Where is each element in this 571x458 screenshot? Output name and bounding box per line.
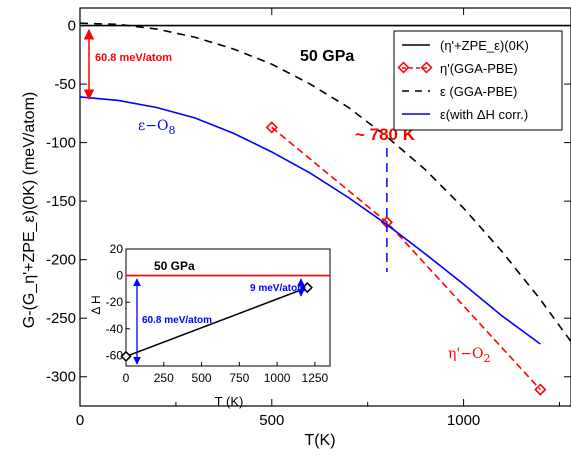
main-series-line-1 xyxy=(271,126,541,391)
main-series-line-3 xyxy=(79,96,541,345)
inset-title: 50 GPa xyxy=(154,259,195,273)
legend: (η'+ZPE_ε)(0K) η'(GGA-PBE) ε (GGA-PBE) ε… xyxy=(393,30,563,131)
inset-chart: 0 250 500 750 1000 1250 20 0 -20 -40 -60 50 GPa 60… xyxy=(89,242,331,409)
main-chart-title: 50 GPa xyxy=(300,48,354,65)
main-y-axis-label: G-(G_η'+ZPE_ε)(0K) (meV/atom) xyxy=(21,92,38,328)
legend-label-0: (η'+ZPE_ε)(0K) xyxy=(440,38,529,53)
inset-y-tick-label: 0 xyxy=(116,269,123,283)
main-y-tick-label: -50 xyxy=(54,76,76,93)
legend-label-1: η'(GGA-PBE) xyxy=(440,61,518,76)
inset-series-point xyxy=(120,350,132,363)
inset-right-label: 9 meV/atom xyxy=(250,283,306,294)
legend-label-3: ε(with ΔH corr.) xyxy=(440,107,528,122)
main-plot-frame xyxy=(79,7,571,407)
main-x-tick-label: 1000 xyxy=(447,412,480,429)
main-y-tick-label: -150 xyxy=(46,193,76,210)
main-y-tick-label: -250 xyxy=(46,310,76,327)
legend-label-2: ε (GGA-PBE) xyxy=(440,84,517,99)
inset-ticks: 0 250 500 750 1000 1250 20 0 -20 -40 -60 xyxy=(106,242,329,385)
legend-marker-1a xyxy=(397,61,410,74)
inset-y-tick-label: -60 xyxy=(106,348,124,362)
inset-y-tick-label: -20 xyxy=(106,295,124,309)
gap-label: 60.8 meV/atom xyxy=(95,52,172,64)
inset-series-line-1 xyxy=(125,286,308,358)
inset-x-axis-label: T (K) xyxy=(215,394,244,409)
main-x-tick-label: 0 xyxy=(76,412,84,429)
main-series-point xyxy=(534,383,547,396)
inset-x-tick-label: 500 xyxy=(192,371,212,385)
main-x-axis-label: T(K) xyxy=(304,432,335,449)
main-y-tick-label: -300 xyxy=(46,369,76,386)
inset-x-tick-label: 1000 xyxy=(264,371,291,385)
inset-x-tick-label: 0 xyxy=(123,371,130,385)
inset-y-tick-label: -40 xyxy=(106,322,124,336)
inset-y-tick-label: 20 xyxy=(110,242,124,256)
main-y-tick-label: -200 xyxy=(46,252,76,269)
eta-o2-label: η'−O2 xyxy=(448,346,490,365)
inset-left-label: 60.8 meV/atom xyxy=(142,315,212,326)
main-series xyxy=(79,22,571,396)
main-y-tick-label: 0 xyxy=(68,18,76,35)
inset-y-axis-label: Δ H xyxy=(89,295,103,314)
inset-x-tick-label: 250 xyxy=(154,371,174,385)
inset-x-tick-label: 1250 xyxy=(302,371,329,385)
main-series-point xyxy=(265,121,278,134)
main-x-tick-label: 500 xyxy=(259,412,284,429)
eps-o8-label: ε−O8 xyxy=(138,118,175,137)
legend-marker-1b xyxy=(420,61,433,74)
inset-frame xyxy=(125,248,331,367)
inset-x-tick-label: 750 xyxy=(229,371,249,385)
inset-series xyxy=(120,274,330,363)
main-y-tick-label: -100 xyxy=(46,135,76,152)
